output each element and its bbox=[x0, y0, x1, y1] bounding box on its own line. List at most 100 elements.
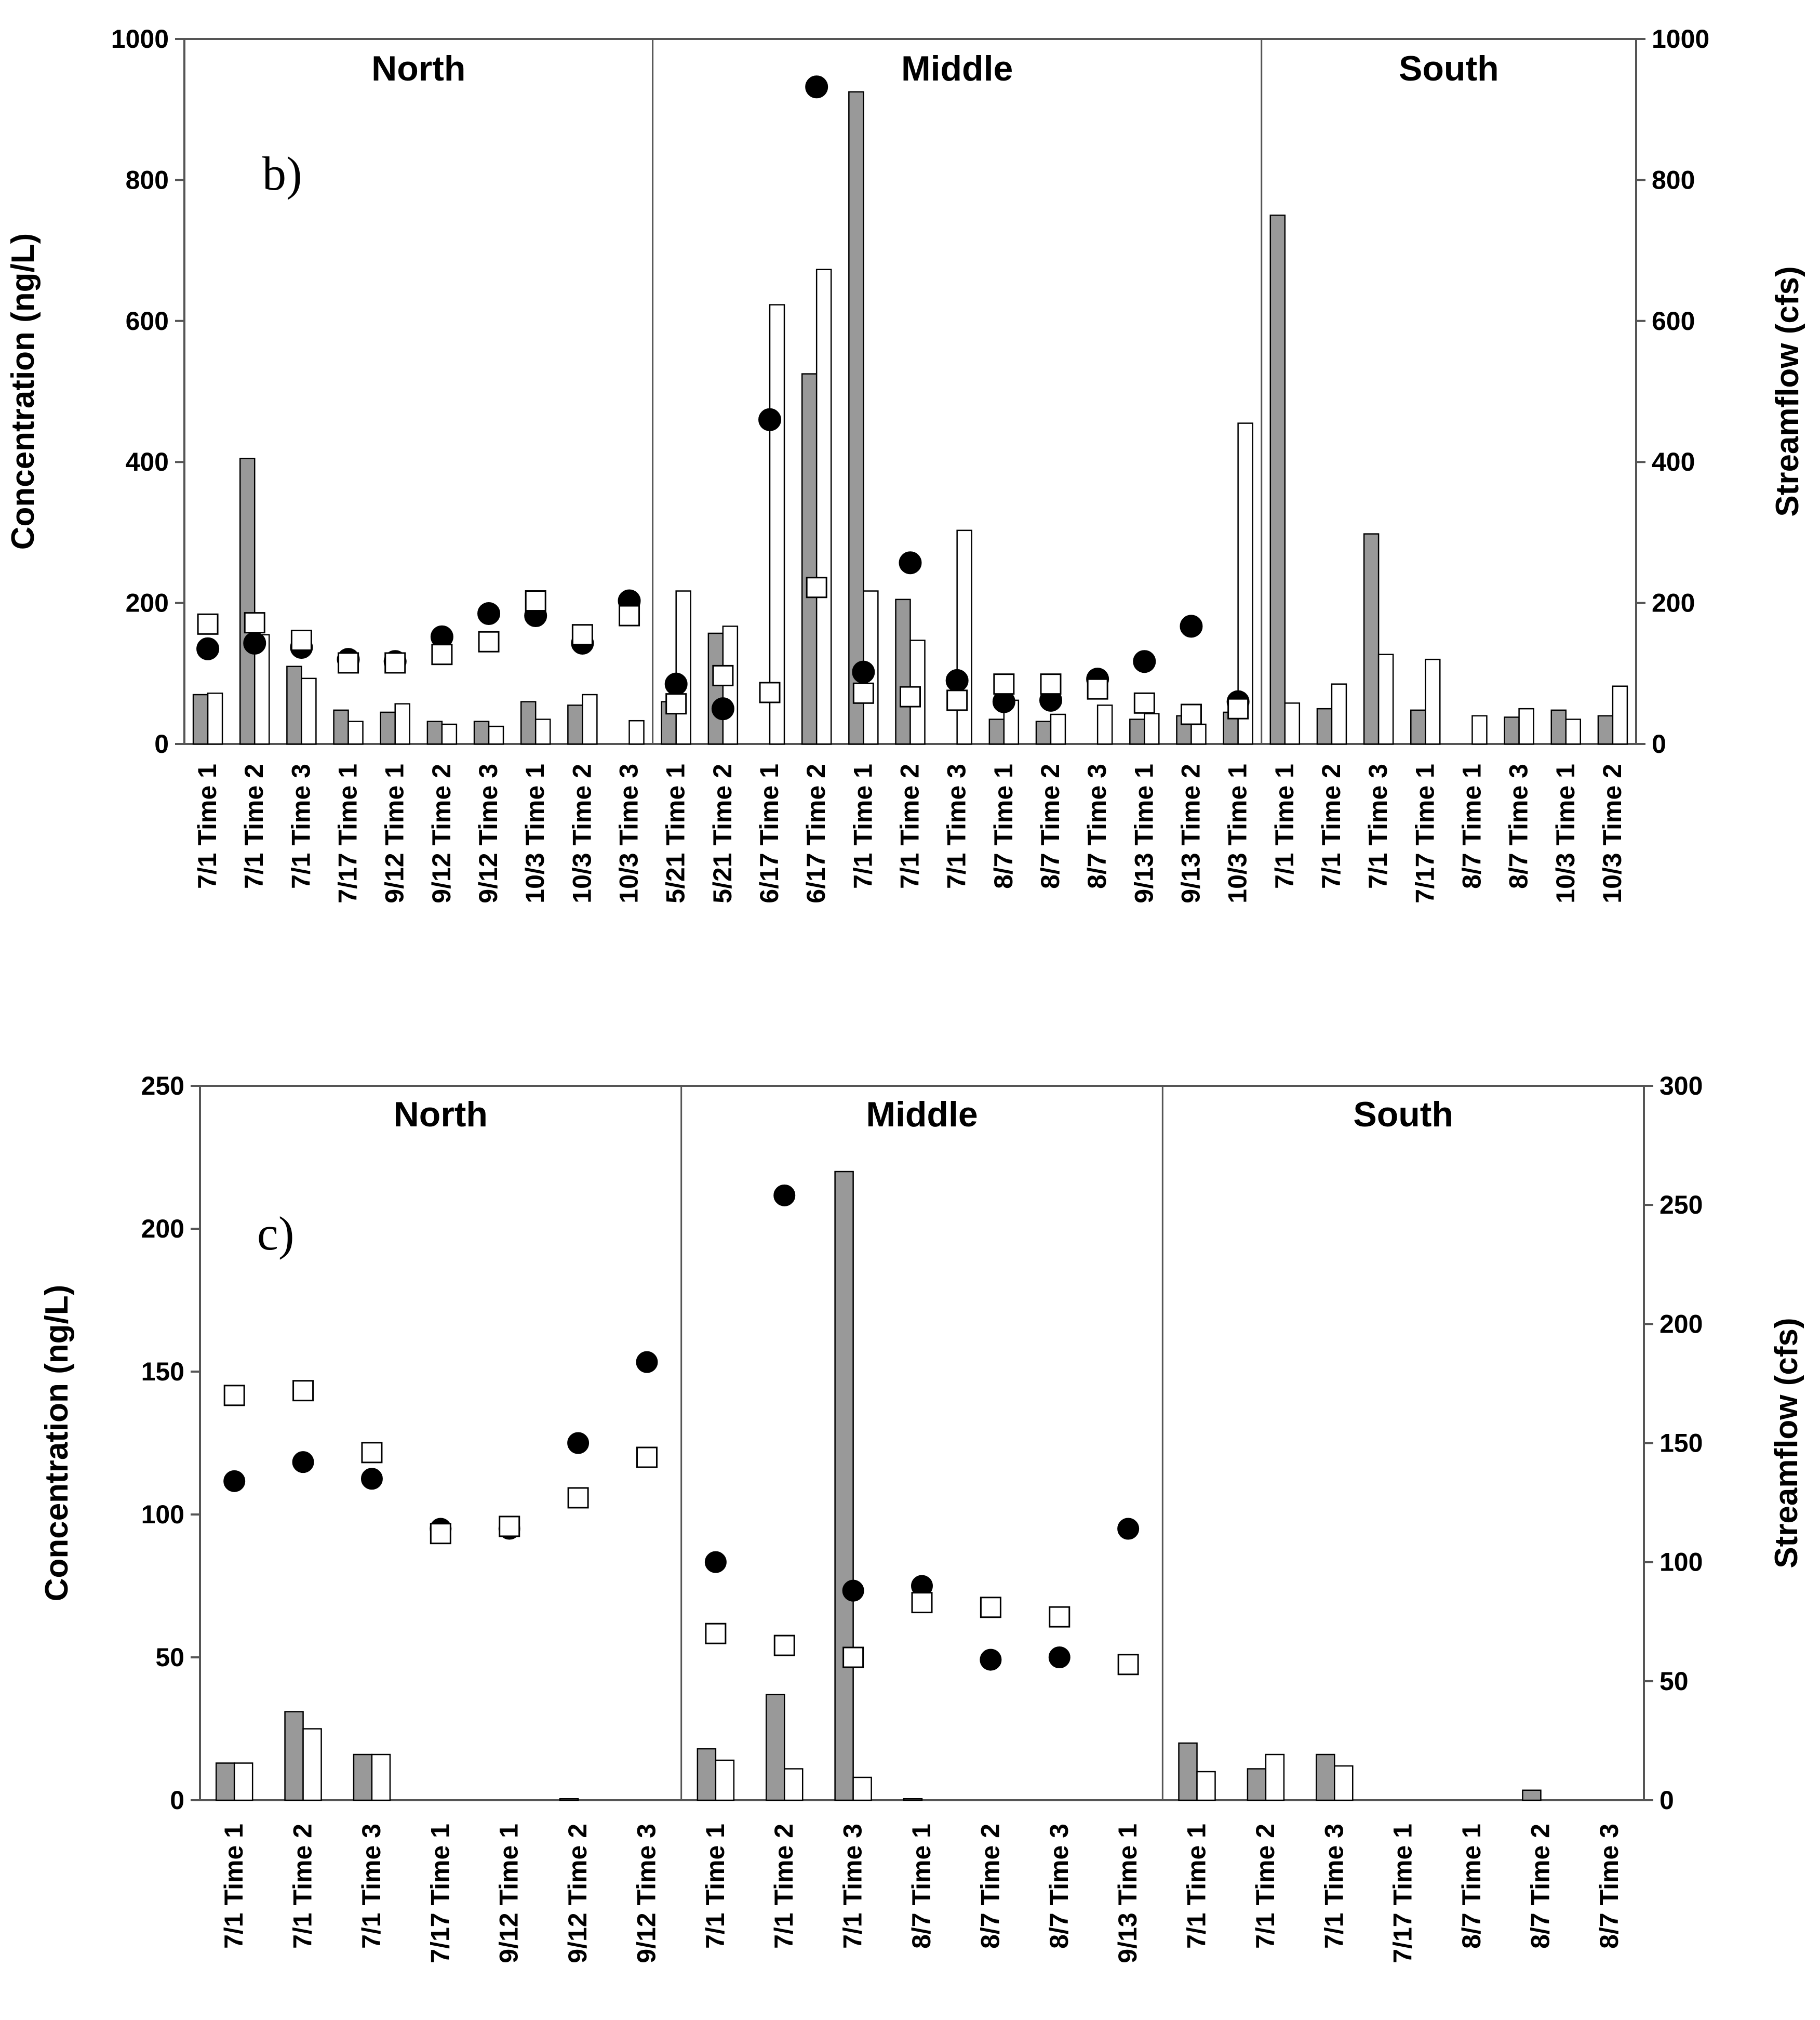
b-bar-gray bbox=[1269, 215, 1286, 745]
c-point-square bbox=[361, 1442, 383, 1464]
b-y2-tick-label: 800 bbox=[1652, 165, 1695, 194]
b-point-square bbox=[338, 652, 359, 674]
c-y2-tick-label: 100 bbox=[1660, 1548, 1703, 1577]
b-bar-gray bbox=[1035, 721, 1052, 745]
b-bar-white bbox=[1190, 723, 1207, 745]
c-category-label: 8/7 Time 2 bbox=[1525, 1824, 1555, 1949]
b-category-label: 7/1 Time 3 bbox=[1363, 764, 1393, 889]
c-category-label: 7/17 Time 1 bbox=[425, 1824, 454, 1963]
b-point-square bbox=[759, 682, 781, 703]
c-point-square bbox=[636, 1446, 658, 1468]
c-point-square bbox=[911, 1592, 933, 1614]
b-y2-tick-label: 200 bbox=[1652, 589, 1695, 618]
c-point-square bbox=[499, 1516, 520, 1537]
b-category-label: 7/1 Time 2 bbox=[1317, 764, 1346, 889]
b-point-circle bbox=[758, 408, 782, 431]
b-category-label: 8/7 Time 3 bbox=[1504, 764, 1533, 889]
c-point-square bbox=[1117, 1654, 1139, 1676]
chart-panel-c: 0 50 100 150 200 250 0 50 100 150 200 250 300 Concent… bbox=[39, 1071, 1804, 1963]
b-bar-white bbox=[956, 529, 972, 745]
b-category-label: 7/17 Time 1 bbox=[333, 764, 363, 903]
b-bar-gray bbox=[567, 705, 583, 745]
c-point-square bbox=[773, 1634, 795, 1656]
b-point-square bbox=[1040, 673, 1062, 695]
b-category-label: 8/7 Time 1 bbox=[989, 764, 1018, 889]
c-category-label: 7/1 Time 2 bbox=[1251, 1824, 1280, 1949]
b-category-label: 7/17 Time 1 bbox=[1410, 764, 1439, 903]
c-bar-white bbox=[783, 1768, 804, 1801]
b-bar-white bbox=[1331, 683, 1347, 745]
b-bar-white bbox=[488, 725, 504, 745]
c-bar-gray bbox=[1178, 1742, 1198, 1801]
c-bar-white bbox=[1265, 1753, 1285, 1801]
b-point-square bbox=[478, 631, 500, 653]
c-category-label: 9/12 Time 1 bbox=[494, 1824, 524, 1963]
c-bar-white bbox=[1334, 1765, 1354, 1801]
b-bar-white bbox=[441, 723, 458, 745]
b-bar-white bbox=[534, 719, 551, 745]
b-region-label-south: South bbox=[1399, 49, 1499, 88]
c-point-square bbox=[705, 1623, 727, 1644]
c-bar-white bbox=[852, 1776, 872, 1801]
c-category-label: 7/1 Time 1 bbox=[701, 1824, 730, 1949]
b-y2-tick-label: 600 bbox=[1652, 307, 1695, 336]
c-point-circle bbox=[842, 1579, 864, 1602]
b-bar-gray bbox=[380, 711, 396, 745]
b-point-square bbox=[197, 613, 219, 635]
b-bar-white bbox=[1144, 713, 1160, 745]
c-category-label: 9/12 Time 3 bbox=[632, 1824, 661, 1963]
b-category-label: 10/3 Time 3 bbox=[614, 764, 644, 903]
b-point-square bbox=[290, 630, 312, 652]
b-point-circle bbox=[805, 75, 828, 99]
b-point-circle bbox=[852, 660, 875, 684]
c-y2-axis-title: Streamflow (cfs) bbox=[1769, 1318, 1804, 1568]
c-point-square bbox=[842, 1646, 864, 1668]
c-point-circle bbox=[223, 1470, 246, 1492]
b-bar-gray bbox=[1504, 716, 1520, 745]
c-region-label-south: South bbox=[1353, 1095, 1453, 1134]
b-bar-white bbox=[1237, 422, 1253, 745]
b-category-label: 5/21 Time 2 bbox=[708, 764, 737, 903]
c-bar-gray bbox=[1316, 1753, 1335, 1801]
b-bar-gray bbox=[192, 694, 209, 745]
b-category-label: 10/3 Time 1 bbox=[520, 764, 550, 903]
b-category-label: 7/1 Time 3 bbox=[286, 764, 315, 889]
b-bar-gray bbox=[1129, 719, 1145, 745]
b-point-circle bbox=[664, 672, 688, 696]
c-bar-gray bbox=[559, 1798, 579, 1801]
b-point-circle bbox=[711, 697, 734, 721]
c-bar-white bbox=[1196, 1771, 1216, 1801]
b-bar-white bbox=[301, 677, 317, 745]
b-category-label: 10/3 Time 1 bbox=[1551, 764, 1580, 903]
c-y2-tick-label: 250 bbox=[1660, 1190, 1703, 1219]
c-point-circle bbox=[1048, 1646, 1070, 1668]
b-y-tick-label: 800 bbox=[126, 165, 169, 194]
c-category-label: 7/1 Time 1 bbox=[1182, 1824, 1211, 1949]
b-category-label: 8/7 Time 1 bbox=[1457, 764, 1486, 889]
b-bar-gray bbox=[1550, 709, 1567, 745]
b-y-tick-label: 1000 bbox=[111, 24, 169, 54]
b-category-label: 8/7 Time 3 bbox=[1082, 764, 1112, 889]
b-point-square bbox=[1133, 692, 1155, 714]
c-category-label: 8/7 Time 1 bbox=[907, 1824, 936, 1949]
c-point-square bbox=[1049, 1606, 1070, 1628]
b-y-tick-label: 600 bbox=[126, 307, 169, 336]
c-point-circle bbox=[980, 1649, 1002, 1671]
c-bar-white bbox=[371, 1753, 391, 1801]
c-bar-white bbox=[233, 1762, 253, 1801]
b-category-label: 5/21 Time 1 bbox=[661, 764, 690, 903]
b-category-label: 9/13 Time 2 bbox=[1176, 764, 1205, 903]
b-category-label: 10/3 Time 2 bbox=[567, 764, 596, 903]
b-point-circle bbox=[1180, 615, 1203, 638]
c-point-circle bbox=[773, 1184, 796, 1206]
b-point-square bbox=[993, 673, 1015, 695]
c-point-circle bbox=[292, 1451, 314, 1473]
b-y-tick-label: 400 bbox=[126, 447, 169, 476]
b-bar-gray bbox=[286, 666, 302, 745]
b-bar-white bbox=[207, 693, 223, 745]
c-y2-tick-label: 200 bbox=[1660, 1309, 1703, 1338]
c-point-circle bbox=[567, 1432, 590, 1454]
c-y-tick-label: 200 bbox=[141, 1214, 184, 1243]
